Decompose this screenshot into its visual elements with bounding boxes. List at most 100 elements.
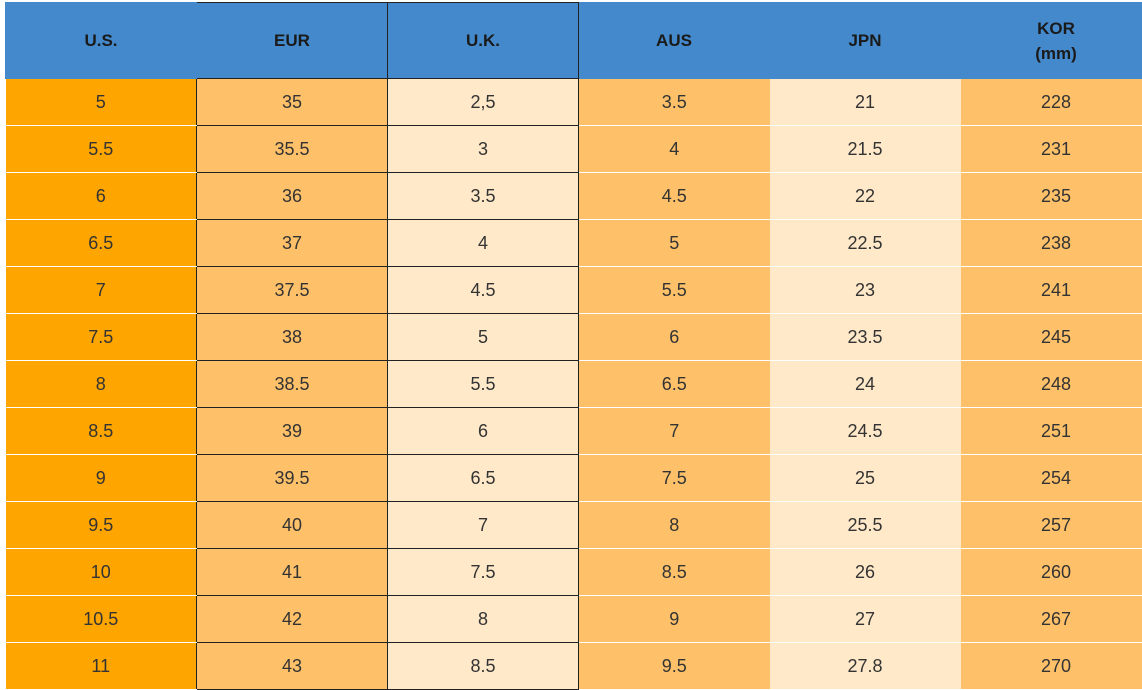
table-cell: 4.5 <box>579 173 770 220</box>
table-cell: 10 <box>6 549 197 596</box>
table-cell: 2,5 <box>388 79 579 126</box>
table-cell: 241 <box>961 267 1142 314</box>
table-cell: 25.5 <box>770 502 961 549</box>
table-cell: 23.5 <box>770 314 961 361</box>
column-header: JPN <box>770 3 961 79</box>
table-cell: 3 <box>388 126 579 173</box>
table-cell: 5 <box>579 220 770 267</box>
table-cell: 6 <box>6 173 197 220</box>
table-cell: 7 <box>579 408 770 455</box>
table-cell: 5 <box>388 314 579 361</box>
table-cell: 22 <box>770 173 961 220</box>
table-cell: 3.5 <box>579 79 770 126</box>
table-cell: 5 <box>6 79 197 126</box>
table-cell: 4 <box>579 126 770 173</box>
table-cell: 231 <box>961 126 1142 173</box>
table-cell: 8 <box>579 502 770 549</box>
table-cell: 3.5 <box>388 173 579 220</box>
table-cell: 5.5 <box>388 361 579 408</box>
table-cell: 37 <box>197 220 388 267</box>
table-cell: 38 <box>197 314 388 361</box>
table-cell: 27.8 <box>770 643 961 690</box>
table-cell: 24 <box>770 361 961 408</box>
table-cell: 251 <box>961 408 1142 455</box>
table-cell: 7.5 <box>388 549 579 596</box>
table-cell: 6 <box>579 314 770 361</box>
table-cell: 39.5 <box>197 455 388 502</box>
table-cell: 257 <box>961 502 1142 549</box>
table-cell: 11 <box>6 643 197 690</box>
column-header: U.K. <box>388 3 579 79</box>
table-cell: 245 <box>961 314 1142 361</box>
table-cell: 38.5 <box>197 361 388 408</box>
table-cell: 40 <box>197 502 388 549</box>
table-cell: 228 <box>961 79 1142 126</box>
table-cell: 270 <box>961 643 1142 690</box>
table-cell: 21 <box>770 79 961 126</box>
table-cell: 4 <box>388 220 579 267</box>
table-cell: 8 <box>6 361 197 408</box>
table-cell: 267 <box>961 596 1142 643</box>
table-cell: 22.5 <box>770 220 961 267</box>
table-cell: 23 <box>770 267 961 314</box>
table-cell: 6 <box>388 408 579 455</box>
table-cell: 10.5 <box>6 596 197 643</box>
table-cell: 36 <box>197 173 388 220</box>
table-cell: 235 <box>961 173 1142 220</box>
table-cell: 254 <box>961 455 1142 502</box>
table-cell: 41 <box>197 549 388 596</box>
table-cell: 6.5 <box>579 361 770 408</box>
table-cell: 7.5 <box>6 314 197 361</box>
table-cell: 35 <box>197 79 388 126</box>
table-cell: 260 <box>961 549 1142 596</box>
table-cell: 9 <box>6 455 197 502</box>
table-cell: 8.5 <box>579 549 770 596</box>
table-cell: 25 <box>770 455 961 502</box>
table-cell: 27 <box>770 596 961 643</box>
table-cell: 248 <box>961 361 1142 408</box>
table-cell: 21.5 <box>770 126 961 173</box>
table-cell: 24.5 <box>770 408 961 455</box>
column-header: KOR (mm) <box>961 3 1142 79</box>
table-cell: 4.5 <box>388 267 579 314</box>
table-cell: 5.5 <box>579 267 770 314</box>
table-cell: 37.5 <box>197 267 388 314</box>
table-cell: 7.5 <box>579 455 770 502</box>
table-cell: 8.5 <box>6 408 197 455</box>
table-cell: 238 <box>961 220 1142 267</box>
table-cell: 9 <box>579 596 770 643</box>
column-header: EUR <box>197 3 388 79</box>
table-cell: 6.5 <box>388 455 579 502</box>
table-cell: 43 <box>197 643 388 690</box>
table-cell: 7 <box>388 502 579 549</box>
table-cell: 9.5 <box>6 502 197 549</box>
column-header: U.S. <box>6 3 197 79</box>
table-cell: 7 <box>6 267 197 314</box>
table-cell: 39 <box>197 408 388 455</box>
table-cell: 35.5 <box>197 126 388 173</box>
table-cell: 9.5 <box>579 643 770 690</box>
table-cell: 6.5 <box>6 220 197 267</box>
table-cell: 42 <box>197 596 388 643</box>
table-cell: 26 <box>770 549 961 596</box>
table-cell: 8.5 <box>388 643 579 690</box>
table-cell: 8 <box>388 596 579 643</box>
